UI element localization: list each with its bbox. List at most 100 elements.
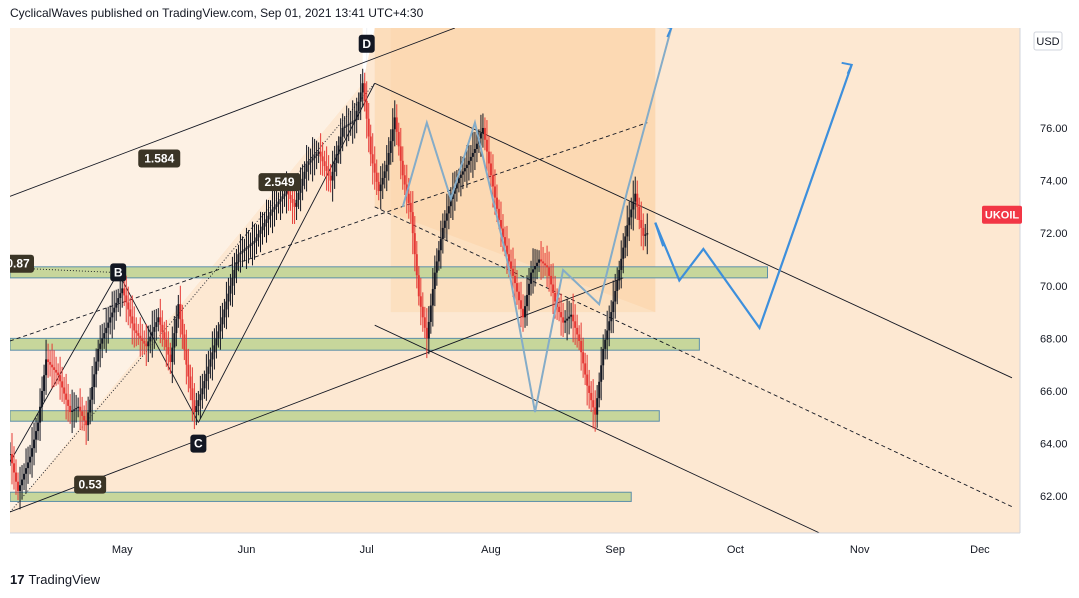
candle-body (319, 151, 322, 157)
candle-body (391, 129, 394, 142)
price-tick-label: 70.00 (1040, 281, 1068, 293)
time-tick-label: May (112, 544, 133, 556)
candle-body (163, 332, 166, 340)
candle-body (169, 354, 172, 363)
candle-body (393, 117, 396, 130)
candle-body (125, 295, 128, 303)
brand-footer[interactable]: 17 TradingView (10, 572, 100, 587)
candle-body (445, 213, 448, 221)
time-tick-label: Sep (605, 544, 625, 556)
candle-body (187, 364, 190, 377)
candle-body (83, 415, 86, 421)
candle-body (313, 156, 316, 159)
candle-body (153, 326, 156, 332)
candle-body (121, 288, 124, 294)
candle-body (520, 300, 523, 309)
candle-body (449, 198, 452, 207)
time-tick-label: Aug (481, 544, 501, 556)
wave-a-b-line (9, 272, 119, 463)
candle-body (37, 422, 40, 432)
candle-body (159, 317, 162, 325)
candle-body (612, 301, 615, 313)
wave-label-c-badge (190, 434, 207, 453)
candle-body (584, 363, 587, 375)
candle-body (363, 83, 366, 101)
candle-body (55, 369, 58, 373)
candle-body (175, 318, 178, 334)
candle-body (75, 408, 78, 410)
candle-body (101, 338, 104, 344)
candle-body (471, 152, 474, 157)
candle-body (540, 259, 543, 262)
fib-label-1584-badge (138, 149, 181, 168)
candle-body (225, 301, 228, 310)
candle-body (217, 331, 220, 339)
candle-body (267, 215, 270, 220)
candle-body (281, 196, 284, 199)
candle-body (291, 198, 294, 203)
candle-body (379, 184, 382, 192)
candle-body (155, 322, 158, 327)
candle-body (566, 318, 569, 321)
candle-body (131, 316, 134, 324)
candle-body (77, 406, 80, 409)
candle-body (542, 261, 545, 264)
candle-body (221, 317, 224, 325)
price-chart[interactable]: 1.584 2.549 0.87 0.53 B C D USD 76.00 74.00 72.00… (0, 25, 1073, 563)
fib-label-053: 0.53 (78, 478, 102, 492)
fib-label-087-badge (2, 254, 34, 273)
candle-body (133, 323, 136, 331)
candle-body (377, 181, 380, 192)
candle-body (646, 233, 649, 235)
candle-body (483, 127, 486, 140)
candle-body (261, 226, 264, 231)
time-tick-label: Nov (850, 544, 870, 556)
candle-body (475, 143, 478, 149)
wave-label-d: D (362, 37, 371, 51)
candle-body (493, 186, 496, 198)
candle-body (17, 481, 20, 491)
candle-body (211, 352, 214, 360)
candle-body (349, 122, 352, 125)
last-price-badge (982, 205, 1022, 224)
candle-body (59, 375, 62, 382)
candle-body (560, 312, 563, 318)
candle-body (85, 420, 88, 426)
candle-body (239, 252, 242, 255)
candle-body (327, 170, 330, 176)
channel-shade-dark (374, 28, 656, 313)
time-tick-label: Dec (970, 544, 990, 556)
candle-body (592, 400, 595, 408)
candle-body (602, 348, 605, 366)
candle-body (23, 473, 26, 480)
candle-body (501, 228, 504, 238)
candle-body (301, 178, 304, 186)
candle-body (141, 338, 144, 341)
candle-body (283, 193, 286, 197)
candle-body (491, 175, 494, 187)
candle-body (457, 177, 460, 184)
candle-body (524, 306, 527, 318)
candle-body (626, 225, 629, 237)
fib-label-087: 0.87 (10, 257, 30, 271)
candle-body (333, 163, 336, 172)
candle-body (562, 317, 565, 323)
candle-body (247, 245, 250, 248)
candle-body (57, 372, 60, 376)
candle-body (317, 151, 320, 154)
candle-body (479, 133, 482, 139)
candle-body (403, 175, 406, 185)
candle-body (538, 259, 541, 263)
candle-body (574, 321, 577, 328)
candle-body (151, 331, 154, 337)
candle-body (201, 388, 204, 395)
candle-body (526, 294, 529, 307)
candle-body (341, 127, 344, 137)
candle-body (181, 319, 184, 335)
candle-body (465, 164, 468, 169)
candle-body (550, 275, 553, 285)
chart-canvas[interactable]: 1.584 2.549 0.87 0.53 B C D USD 76.00 74.00 72.00… (0, 25, 1073, 563)
wave-c-d-line (197, 83, 376, 423)
candle-body (441, 227, 444, 240)
candle-body (149, 336, 152, 342)
